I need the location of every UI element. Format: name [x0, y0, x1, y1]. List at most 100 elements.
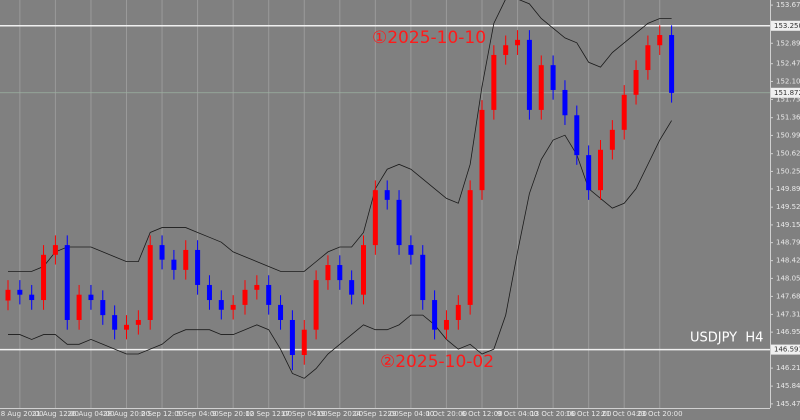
- annotation: ①2025-10-10: [372, 28, 486, 48]
- level-label-box: [771, 20, 800, 31]
- x-tick-label: 2 Sep 12:00: [141, 410, 183, 418]
- candle-body: [289, 319, 295, 355]
- bollinger-band: [8, 0, 672, 272]
- x-tick-label: 17 Sep 04:00: [281, 410, 328, 418]
- candle-body: [432, 300, 438, 330]
- y-tick-label: 148.055: [776, 274, 800, 282]
- candle-body: [586, 155, 592, 191]
- candle-body: [313, 280, 319, 330]
- candle-body: [621, 94, 627, 130]
- candle-body: [88, 294, 94, 301]
- candle-body: [503, 45, 509, 55]
- x-tick-label: 5 Sep 04:00: [176, 410, 218, 418]
- candle-body: [574, 115, 580, 156]
- candle-body: [396, 199, 402, 246]
- x-tick-label: 28 Aug 20:00: [103, 410, 150, 418]
- x-tick-label: 21 Aug 12:00: [32, 410, 79, 418]
- level-label: 146.591: [774, 346, 800, 354]
- y-tick-label: 150.255: [776, 167, 800, 175]
- price-label: 151.872: [774, 89, 800, 97]
- y-tick-label: 149.895: [776, 185, 800, 193]
- candle-body: [195, 249, 201, 285]
- candle-body: [159, 245, 165, 260]
- candle-body: [361, 245, 366, 295]
- candle-body: [598, 149, 603, 191]
- x-tick-label: 19 Sep 20:00: [316, 410, 363, 418]
- candle-body: [112, 315, 118, 330]
- y-tick-label: 148.790: [776, 239, 800, 247]
- candle-body: [609, 129, 615, 150]
- x-tick-label: 9 Sep 20:00: [212, 410, 254, 418]
- y-tick-label: 145.475: [776, 400, 800, 408]
- candle-body: [372, 190, 378, 246]
- x-tick-label: 29 Sep 04:00: [388, 410, 435, 418]
- y-tick-label: 151.360: [776, 114, 800, 122]
- candle-body: [515, 39, 521, 46]
- x-tick-label: 24 Sep 12:00: [352, 410, 399, 418]
- y-tick-label: 152.105: [776, 77, 800, 85]
- y-tick-label: 149.155: [776, 221, 800, 229]
- level-label: 153.250: [774, 22, 800, 30]
- candle-body: [633, 70, 639, 95]
- x-tick-label: 23 Oct 20:00: [637, 410, 683, 418]
- candle-body: [242, 289, 248, 305]
- candle-body: [29, 294, 35, 301]
- candle-body: [669, 35, 675, 93]
- y-tick-label: 149.520: [776, 203, 800, 211]
- x-tick-label: 21 Oct 04:00: [601, 410, 647, 418]
- x-tick-label: 26 Aug 04:00: [67, 410, 114, 418]
- annotation: ②2025-10-02: [380, 352, 494, 372]
- candle-body: [230, 304, 236, 310]
- x-tick-label: 1 Oct 20:00: [426, 410, 467, 418]
- candle-body: [41, 254, 47, 301]
- candle-body: [455, 304, 461, 320]
- x-tick-label: 13 Oct 20:00: [530, 410, 576, 418]
- y-tick-label: 146.950: [776, 328, 800, 336]
- candle-body: [254, 284, 260, 290]
- candle-body: [526, 39, 532, 110]
- x-tick-label: 9 Oct 04:00: [497, 410, 538, 418]
- candle-body: [479, 109, 485, 191]
- bollinger-band: [8, 120, 672, 379]
- candle-body: [206, 284, 212, 301]
- y-tick-label: 152.890: [776, 39, 800, 47]
- x-tick-label: 6 Oct 12:00: [461, 410, 502, 418]
- candle-body: [538, 65, 544, 110]
- candle-body: [17, 289, 23, 295]
- candle-body: [76, 294, 82, 320]
- x-tick-label: 18 Aug 20:00: [0, 410, 43, 418]
- candle-body: [301, 329, 307, 355]
- y-tick-label: 145.840: [776, 382, 800, 390]
- y-tick-label: 151.735: [776, 95, 800, 103]
- y-tick-label: 152.470: [776, 60, 800, 68]
- candle-body: [562, 89, 568, 116]
- y-tick-label: 147.315: [776, 310, 800, 318]
- candle-body: [100, 300, 106, 316]
- candle-body: [491, 54, 497, 110]
- candle-body: [171, 259, 177, 270]
- candle-body: [64, 245, 70, 320]
- symbol-label: USDJPY H4: [690, 331, 763, 346]
- y-tick-label: 147.685: [776, 292, 800, 300]
- y-tick-label: 148.420: [776, 257, 800, 265]
- x-tick-label: 12 Sep 12:00: [245, 410, 292, 418]
- candle-body: [325, 265, 331, 281]
- candle-body: [384, 190, 390, 200]
- candle-body: [443, 319, 449, 330]
- candle-body: [550, 65, 556, 90]
- candle-body: [278, 304, 284, 320]
- candle-body: [124, 324, 129, 330]
- candle-body: [183, 249, 189, 270]
- candle-body: [408, 245, 414, 255]
- candle-body: [645, 45, 651, 71]
- candle-body: [266, 284, 272, 305]
- y-tick-label: 146.210: [776, 364, 800, 372]
- candle-body: [5, 289, 11, 301]
- candle-body: [135, 319, 141, 325]
- y-tick-label: 153.675: [776, 1, 800, 9]
- candle-body: [467, 190, 473, 305]
- x-tick-label: 16 Oct 12:00: [566, 410, 612, 418]
- candle-body: [147, 245, 153, 320]
- candle-body: [218, 300, 224, 310]
